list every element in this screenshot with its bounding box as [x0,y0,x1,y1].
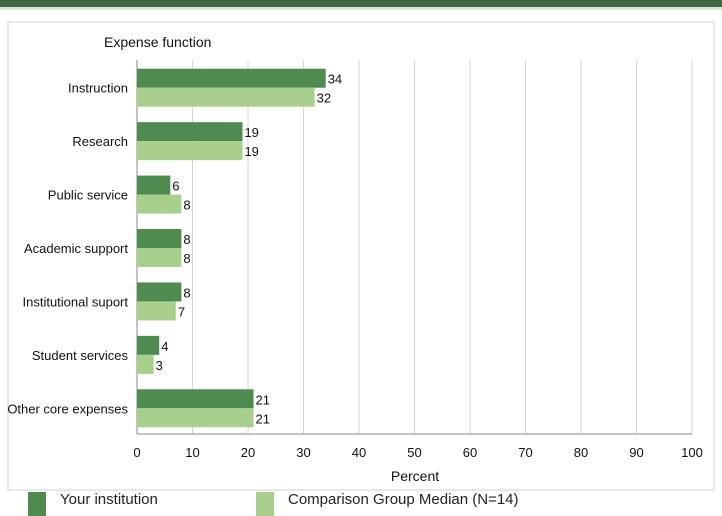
x-tick-label: 80 [574,445,588,460]
bar-comparison-group [137,301,176,321]
data-label: 32 [317,91,331,106]
data-label: 4 [161,339,168,354]
legend-label-comparison-group: Comparison Group Median (N=14) [288,491,519,508]
x-tick-label: 90 [629,445,643,460]
x-tick-label: 0 [133,445,140,460]
category-label: Public service [48,188,128,203]
bar-comparison-group [137,87,315,107]
data-label: 8 [183,232,190,247]
data-label: 7 [178,304,185,319]
legend-swatch-comparison-group [256,492,274,516]
chart-frame [7,21,715,491]
category-label: Other core expenses [7,401,128,416]
x-tick-label: 30 [296,445,310,460]
bar-your-institution [137,389,254,409]
bar-comparison-group [137,248,182,267]
bar-your-institution [137,68,326,88]
bar-your-institution [137,335,160,355]
bar-comparison-group [137,354,154,374]
data-label: 21 [256,392,270,407]
bar-your-institution [137,229,182,248]
x-tick-label: 70 [518,445,532,460]
data-label: 19 [244,144,258,159]
category-label: Institutional suport [22,294,128,309]
top-accent-shadow [0,7,722,10]
top-accent-bar [0,0,722,7]
x-tick-label: 60 [463,445,477,460]
bar-your-institution [137,122,243,142]
data-label: 8 [183,285,190,300]
data-label: 3 [156,358,163,373]
labels: 0 10 20 30 40 50 60 70 80 90 100Instruction3432Res… [7,72,703,460]
expense-bar-chart: Expense function Percent 0 10 20 30 40 50 60 70… [7,21,715,491]
category-label: Research [72,134,128,149]
bar-comparison-group [137,408,254,428]
category-label: Academic support [24,241,128,256]
bars [137,68,326,428]
x-tick-label: 40 [352,445,366,460]
data-label: 34 [328,72,342,87]
bar-your-institution [137,282,182,302]
bar-comparison-group [137,141,243,161]
legend-label-your-institution: Your institution [60,491,158,508]
category-label: Instruction [68,81,128,96]
x-tick-label: 10 [185,445,199,460]
chart-title: Expense function [104,34,211,50]
bar-comparison-group [137,194,182,214]
data-label: 8 [183,198,190,213]
x-tick-label: 20 [241,445,255,460]
bar-your-institution [137,175,171,195]
data-label: 8 [183,251,190,266]
legend-item-your-institution: Your institution [28,492,158,516]
legend-item-comparison-group: Comparison Group Median (N=14) [256,492,519,516]
x-tick-label: 100 [681,445,703,460]
data-label: 19 [244,125,258,140]
data-label: 21 [256,411,270,426]
data-label: 6 [172,179,179,194]
x-tick-label: 50 [407,445,421,460]
x-axis-label: Percent [391,468,439,484]
category-label: Student services [32,348,129,363]
legend-swatch-your-institution [28,492,46,516]
